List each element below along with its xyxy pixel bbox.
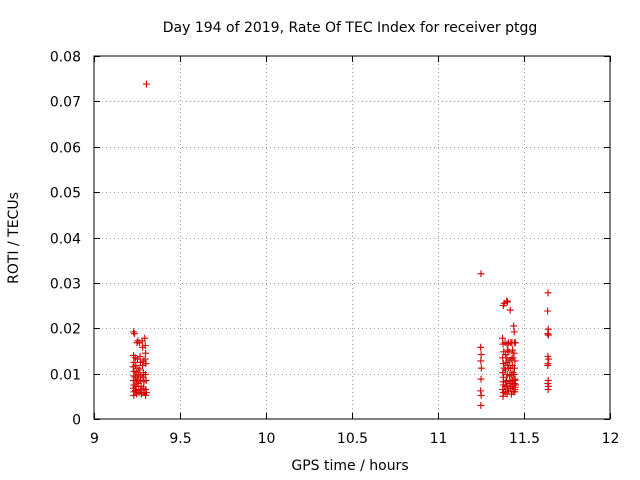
data-point <box>477 364 485 372</box>
data-point <box>506 372 514 380</box>
data-point <box>544 386 552 394</box>
data-point <box>503 340 511 348</box>
data-point <box>477 357 485 365</box>
y-tick-label: 0.06 <box>50 141 81 157</box>
data-point <box>477 351 485 359</box>
data-point <box>544 330 552 338</box>
data-point <box>510 371 518 379</box>
data-point <box>130 358 138 366</box>
data-point <box>510 380 518 388</box>
x-tick-label: 9.5 <box>169 431 191 447</box>
chart-title: Day 194 of 2019, Rate Of TEC Index for r… <box>163 20 538 36</box>
plot-frame <box>93 55 611 420</box>
x-axis-label: GPS time / hours <box>291 458 408 474</box>
data-point <box>502 376 510 384</box>
data-point <box>477 343 485 351</box>
data-point <box>142 376 150 384</box>
data-point <box>477 401 485 409</box>
y-tick-labels: 0 0.01 0.02 0.03 0.04 0.05 0.06 0.07 0.08 <box>50 50 81 429</box>
x-tick-label: 11.5 <box>509 431 540 447</box>
data-points <box>129 80 553 409</box>
data-point <box>511 386 519 394</box>
data-point <box>510 322 518 330</box>
data-point <box>544 361 552 369</box>
x-tick-label: 11 <box>430 431 448 447</box>
data-point <box>136 352 144 360</box>
data-point <box>511 339 519 347</box>
x-tick-label: 12 <box>602 431 620 447</box>
data-point <box>141 355 149 363</box>
data-point <box>512 381 520 389</box>
x-tick-labels: 9 9.5 10 10.5 11 11.5 12 <box>90 431 619 447</box>
data-point <box>130 330 138 338</box>
data-point <box>130 328 138 336</box>
y-tick-label: 0.07 <box>50 95 81 111</box>
y-tick-label: 0.04 <box>50 232 81 248</box>
data-point <box>142 391 150 399</box>
data-point <box>499 334 506 342</box>
x-tick-label: 9 <box>90 431 99 447</box>
data-point <box>503 298 511 306</box>
data-point <box>544 289 552 297</box>
data-point <box>511 364 519 372</box>
data-point <box>510 328 518 336</box>
data-point <box>510 349 518 357</box>
x-tick-label: 10 <box>258 431 276 447</box>
y-tick-label: 0.05 <box>50 186 81 202</box>
y-tick-label: 0.08 <box>50 50 81 66</box>
data-point <box>507 355 515 363</box>
data-point <box>142 349 150 357</box>
y-tick-label: 0.01 <box>50 368 81 384</box>
data-point <box>544 331 552 339</box>
data-point <box>136 366 144 374</box>
data-point <box>511 357 519 365</box>
gridlines <box>94 56 610 419</box>
data-point <box>141 341 149 349</box>
data-point <box>477 391 485 399</box>
data-point <box>142 80 150 88</box>
data-point <box>142 360 150 368</box>
y-tick-label: 0.03 <box>50 277 81 293</box>
data-point <box>499 392 507 400</box>
data-point <box>503 297 511 305</box>
data-point <box>477 270 485 278</box>
data-point <box>506 306 514 314</box>
data-point <box>141 371 149 379</box>
y-axis-label: ROTI / TECUs <box>6 192 22 284</box>
x-tick-label: 10.5 <box>337 431 368 447</box>
data-point <box>477 375 485 383</box>
y-tick-label: 0.02 <box>50 322 81 338</box>
data-point <box>508 346 516 354</box>
y-tick-label: 0 <box>72 413 81 429</box>
data-point <box>544 307 552 315</box>
data-point <box>141 334 149 342</box>
data-point <box>142 386 150 394</box>
